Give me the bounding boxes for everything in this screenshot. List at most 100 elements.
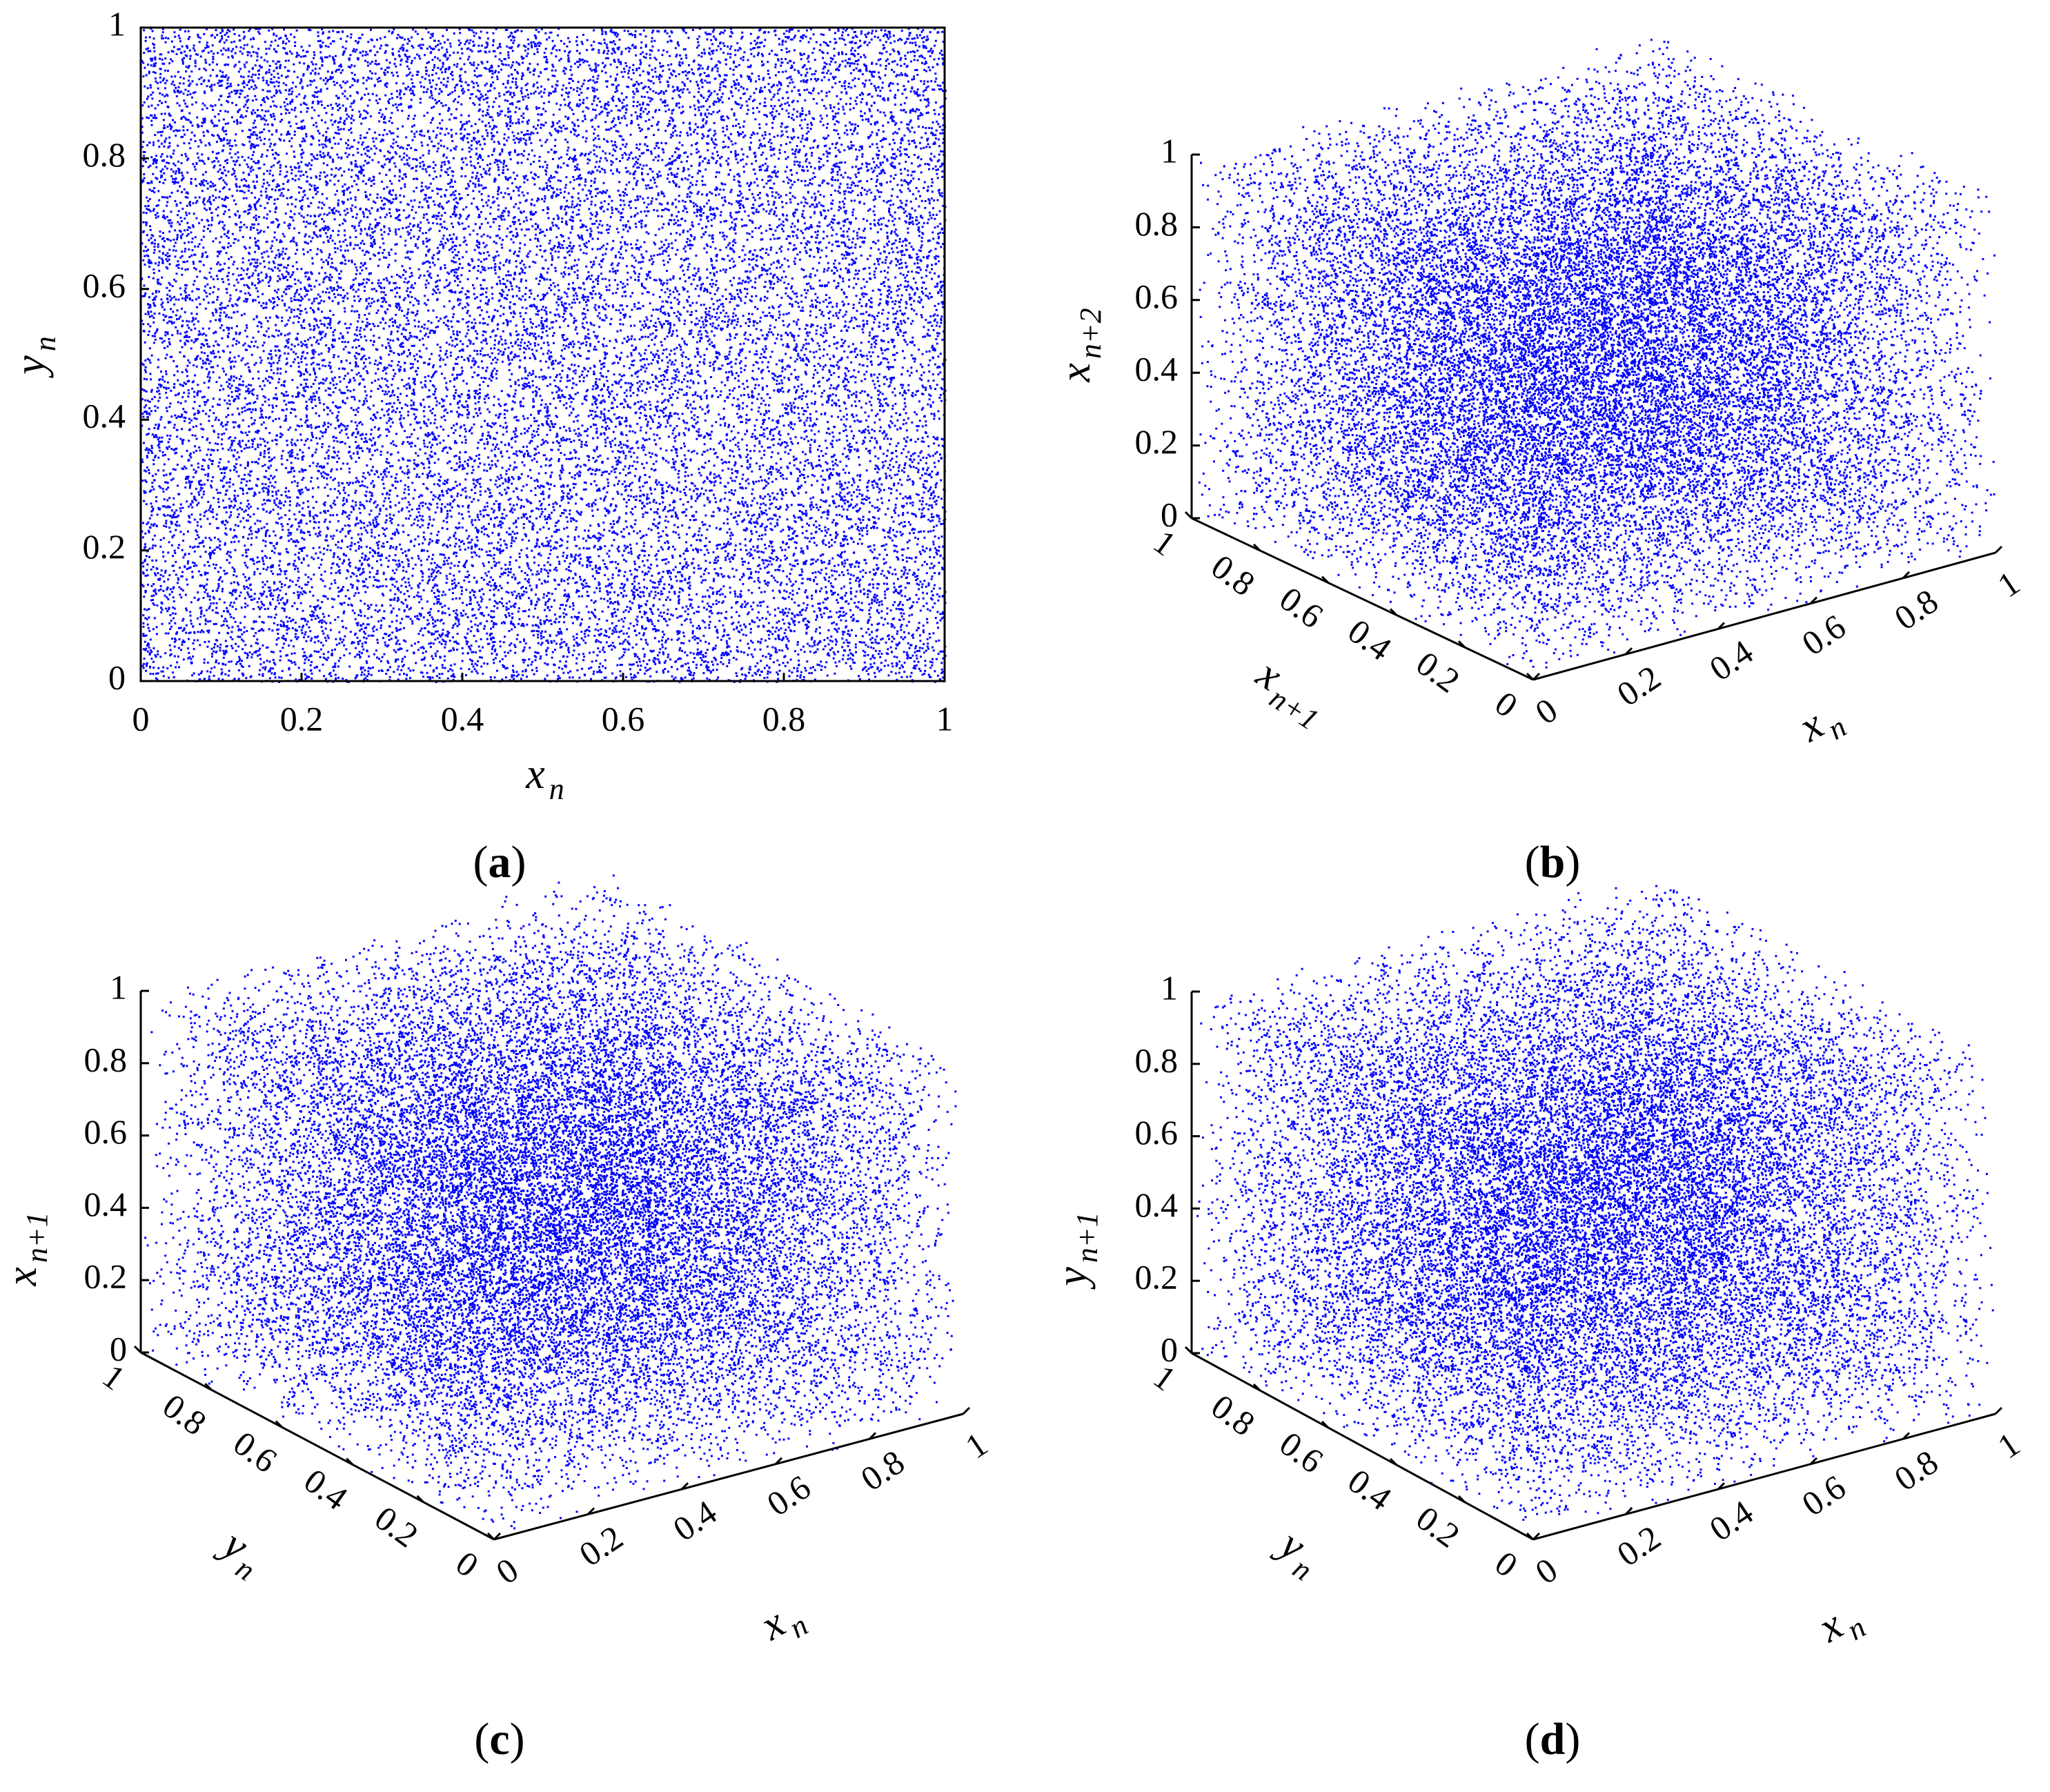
x-axis-line xyxy=(1532,551,1996,681)
scatter-point-cloud xyxy=(1196,885,1994,1521)
scatter-point-cloud xyxy=(141,28,947,684)
y-tick-label: 0.2 xyxy=(1410,1499,1467,1555)
y-tick-label: 0.6 xyxy=(226,1424,284,1480)
x-tick-label: 0.6 xyxy=(602,699,645,738)
x-tick-mark xyxy=(868,1432,877,1440)
x-tick-label: 0.4 xyxy=(1702,1493,1760,1548)
x-tick-mark xyxy=(1532,1532,1541,1541)
y-tick-label: 1 xyxy=(108,4,126,43)
x-tick-label: 0.8 xyxy=(1887,582,1944,638)
y-tick-mark xyxy=(1184,511,1193,520)
y-tick-label: 0.8 xyxy=(156,1386,213,1443)
x-tick-mark xyxy=(1717,622,1726,630)
y-tick-label: 0 xyxy=(449,1544,486,1585)
y-tick-mark xyxy=(1252,543,1261,551)
x-tick-mark xyxy=(587,1507,595,1515)
x-tick-mark xyxy=(774,1457,783,1465)
x-tick-label: 0.2 xyxy=(572,1517,629,1573)
x-tick-label: 0 xyxy=(1528,1550,1564,1591)
x-tick-label: 1 xyxy=(1991,563,2027,604)
y-tick-label: 0 xyxy=(1488,1544,1525,1585)
y-axis-label: yn xyxy=(207,1518,273,1587)
x-tick-mark xyxy=(1624,1507,1633,1515)
y-tick-label: 0.2 xyxy=(83,527,126,566)
y-tick-mark xyxy=(416,1495,424,1503)
panel-b: 0 0.2 0.4 0.6 0.8 100.20.40.60.8100.20.40.60.… xyxy=(1052,39,2027,887)
scatter-points xyxy=(1196,885,1994,1521)
z-axis-label: yn+1 xyxy=(1049,1212,1104,1290)
y-tick-label: 0.2 xyxy=(368,1498,425,1555)
y-tick-mark xyxy=(133,1345,142,1354)
x-tick-label: 1 xyxy=(936,699,954,738)
x-tick-label: 0.2 xyxy=(1610,658,1667,713)
x-tick-mark xyxy=(1717,1482,1726,1490)
z-tick-label: 0.4 xyxy=(84,1185,128,1223)
y-axis-label: yn xyxy=(1264,1518,1330,1587)
y-tick-mark xyxy=(486,1532,495,1541)
z-tick-label: 0 xyxy=(110,1329,127,1368)
y-tick-label: 0.8 xyxy=(1205,547,1262,603)
z-tick-label: 1 xyxy=(110,967,127,1006)
y-axis-label: yn xyxy=(7,336,62,379)
z-tick-label: 0 xyxy=(1161,1330,1178,1368)
y-tick-label: 0.6 xyxy=(1273,1424,1330,1481)
y-tick-label: 0.8 xyxy=(83,135,126,174)
z-tick-label: 1 xyxy=(1161,131,1178,170)
panel-caption: (c) xyxy=(474,1714,524,1764)
x-tick-mark xyxy=(1994,1406,2003,1415)
y-tick-mark xyxy=(1321,575,1330,584)
z-tick-label: 1 xyxy=(1161,968,1178,1007)
z-axis-label: xn+1 xyxy=(0,1212,54,1286)
z-tick-label: 0.8 xyxy=(1135,204,1179,243)
z-tick-label: 0.6 xyxy=(1135,1113,1179,1152)
y-tick-label: 0 xyxy=(108,658,126,696)
y-tick-mark xyxy=(1457,640,1466,649)
z-tick-label: 0 xyxy=(1161,495,1178,533)
y-tick-label: 0.4 xyxy=(1341,1461,1399,1518)
y-tick-label: 0.6 xyxy=(1273,579,1330,636)
y-tick-mark xyxy=(346,1457,354,1466)
scatter-points xyxy=(1198,39,1996,669)
y-tick-mark xyxy=(1457,1495,1466,1504)
x-axis-label: xn xyxy=(1791,691,1852,758)
x-tick-mark xyxy=(962,1406,971,1415)
x-tick-mark xyxy=(1809,596,1818,604)
x-tick-label: 0.2 xyxy=(280,699,324,738)
x-tick-label: 0.4 xyxy=(1702,632,1760,688)
panel-c: 0 0.2 0.4 0.6 0.8 100.20.40.60.8100.20.40.60.… xyxy=(0,874,994,1764)
scatter-point-cloud xyxy=(144,874,957,1530)
panel-a: 0 0.2 0.4 0.6 0.8 1 0 0.2 0.4 0.6 0.8 1 x n yn (a) xyxy=(7,4,953,887)
x-tick-label: 0.6 xyxy=(1795,607,1852,662)
x-tick-label: 0.8 xyxy=(854,1442,911,1498)
y-tick-label: 0.4 xyxy=(83,397,126,435)
y-tick-label: 0.2 xyxy=(1410,644,1467,700)
scatter-point-cloud xyxy=(1198,39,1996,669)
plot-frame xyxy=(139,26,946,682)
panel-caption: (b) xyxy=(1525,837,1581,887)
x-tick-mark xyxy=(493,1532,502,1541)
z-tick-label: 0.2 xyxy=(1135,1258,1179,1297)
x-tick-mark xyxy=(1532,672,1541,681)
x-tick-label: 0.4 xyxy=(666,1493,723,1548)
x-axis-line xyxy=(1532,1412,1996,1541)
y-tick-mark xyxy=(275,1420,283,1428)
panel-d: 0 0.2 0.4 0.6 0.8 100.20.40.60.8100.20.40.60.… xyxy=(1049,885,2027,1764)
z-axis-label: xn+2 xyxy=(1052,308,1107,382)
y-axis-label: xn+1 xyxy=(1243,650,1336,737)
x-tick-label: 0.4 xyxy=(441,699,484,738)
x-axis-line xyxy=(493,1412,964,1541)
x-axis-label: xn xyxy=(752,1590,814,1657)
y-tick-label: 0.4 xyxy=(1341,611,1399,668)
x-tick-label: 0.2 xyxy=(1610,1517,1667,1573)
x-tick-mark xyxy=(1624,647,1633,656)
y-tick-mark xyxy=(1389,1457,1398,1466)
panel-caption: (a) xyxy=(473,837,526,887)
y-tick-mark xyxy=(1526,1532,1535,1541)
x-tick-label: 1 xyxy=(958,1424,994,1466)
y-tick-mark xyxy=(204,1383,213,1391)
x-tick-mark xyxy=(1902,571,1911,579)
z-tick-label: 0.2 xyxy=(84,1257,128,1296)
x-tick-label: 0.8 xyxy=(1887,1442,1944,1498)
